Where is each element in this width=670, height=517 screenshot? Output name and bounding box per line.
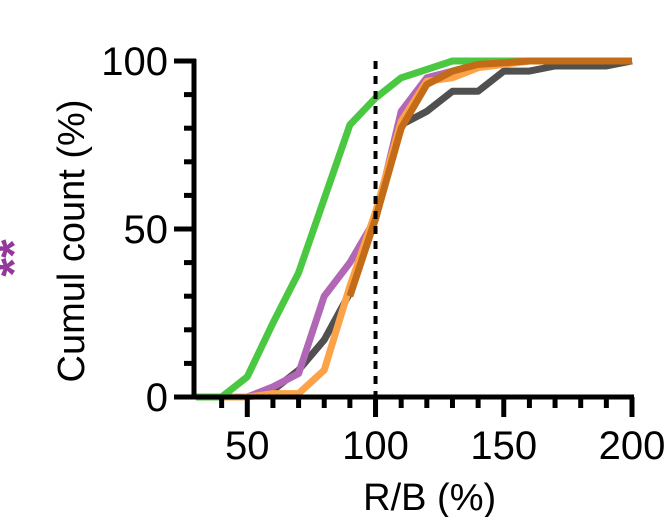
y-tick-label-0: 0 <box>146 376 168 420</box>
series-line-5 <box>346 57 632 298</box>
series-lines <box>196 57 633 401</box>
x-tick-label-50: 50 <box>225 424 270 468</box>
y-axis-title: Cumul count (%) <box>51 100 93 383</box>
axes <box>174 58 635 417</box>
x-tick-label-100: 100 <box>342 424 409 468</box>
significance-marker: ** <box>0 239 41 277</box>
axis-labels: 0 50 100 50 100 150 200 R/B (%) Cumul count (%) *… <box>0 40 665 517</box>
x-tick-label-150: 150 <box>470 424 537 468</box>
y-tick-label-50: 50 <box>124 208 169 252</box>
x-axis-title: R/B (%) <box>363 477 496 517</box>
x-tick-label-200: 200 <box>599 424 666 468</box>
y-tick-label-100: 100 <box>101 40 168 84</box>
